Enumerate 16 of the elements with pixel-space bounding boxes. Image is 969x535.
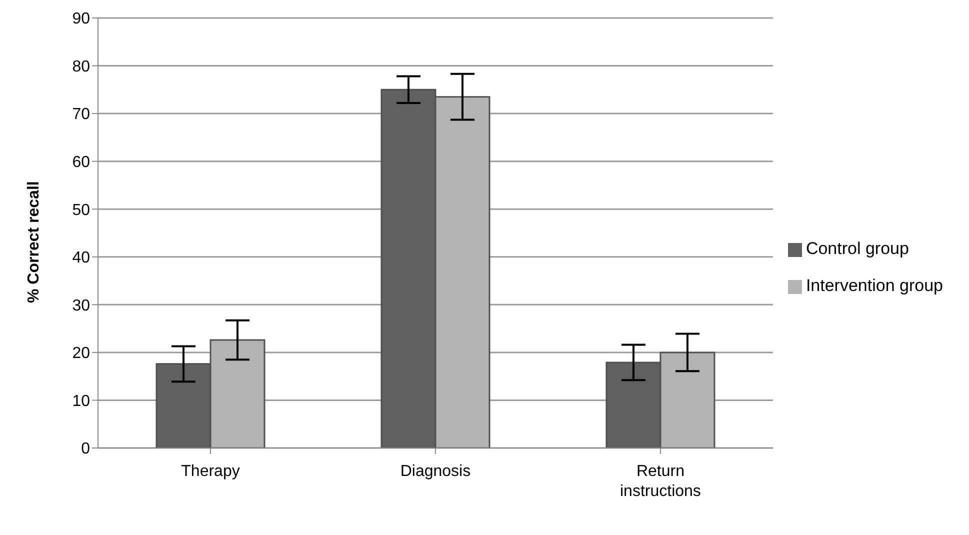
x-tick-label: Return instructions — [620, 463, 701, 500]
y-tick-label: 30 — [72, 297, 90, 314]
y-axis-title: % Correct recall — [26, 181, 43, 303]
y-tick-label: 90 — [72, 10, 90, 28]
y-tick-label: 60 — [72, 154, 90, 172]
y-tick-label: 50 — [72, 202, 90, 219]
x-tick-label: Diagnosis — [400, 463, 471, 480]
legend-label: Control group — [806, 239, 909, 258]
x-tick-label: Therapy — [181, 463, 240, 480]
y-tick-label: 10 — [72, 392, 90, 410]
y-tick-label: 0 — [81, 440, 90, 458]
y-tick-label: 80 — [72, 58, 90, 76]
legend-label: Intervention group — [806, 276, 943, 295]
y-tick-label: 70 — [72, 106, 90, 124]
y-tick-label: 40 — [72, 250, 90, 267]
y-tick-label: 20 — [72, 345, 90, 362]
